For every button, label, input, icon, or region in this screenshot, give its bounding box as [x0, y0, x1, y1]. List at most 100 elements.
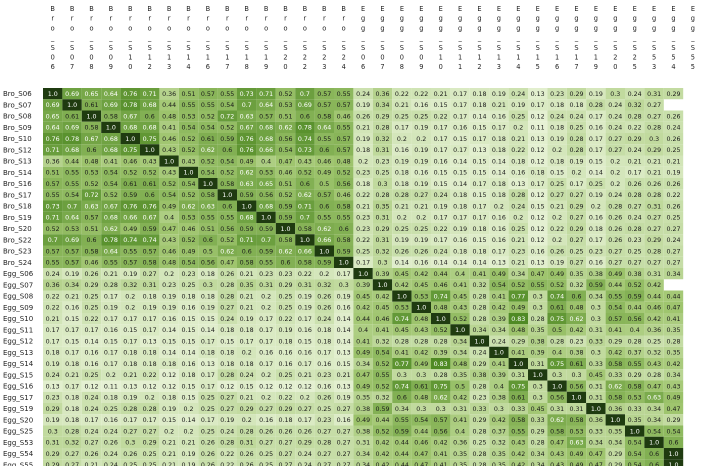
heatmap-cell-value: 0.14: [472, 260, 486, 267]
heatmap-cell: [566, 425, 587, 437]
heatmap-cell-value: 0.39: [356, 282, 370, 289]
heatmap-cell-value: 0.19: [298, 305, 312, 312]
heatmap-cell: [586, 166, 606, 178]
heatmap-cell: [256, 234, 276, 246]
heatmap-cell: [217, 425, 237, 437]
heatmap-cell: [120, 380, 140, 392]
heatmap-cell-value: 0.4: [164, 215, 174, 222]
heatmap-cell-value: 0.23: [589, 248, 603, 255]
heatmap-cell-value: 0.43: [181, 158, 195, 165]
heatmap-cell: [605, 256, 625, 268]
heatmap-cell: [62, 166, 82, 178]
heatmap-cell: [256, 211, 276, 223]
heatmap-cell-value: 0.19: [181, 462, 195, 466]
heatmap-cell-value: 0.15: [453, 170, 467, 177]
heatmap-cell: [625, 324, 645, 336]
heatmap-cell-value: 0.48: [511, 327, 525, 334]
heatmap-cell-value: 0.38: [356, 406, 370, 413]
heatmap-cell-value: 0.26: [123, 451, 137, 458]
heatmap-cell: [431, 290, 451, 302]
heatmap-cell: [625, 358, 645, 370]
heatmap-cell-value: 0.19: [666, 170, 680, 177]
heatmap-cell: [237, 223, 257, 235]
heatmap-cell-value: 0.47: [666, 305, 680, 312]
row-label: Egg_S53: [3, 439, 33, 447]
row-label: Egg_S19: [3, 405, 33, 413]
heatmap-cell-value: 0.57: [608, 316, 622, 323]
heatmap-cell: [217, 369, 237, 381]
heatmap-cell-value: 0.24: [511, 203, 525, 210]
heatmap-cell: [198, 155, 218, 167]
heatmap-cell: [625, 166, 645, 178]
heatmap-cell: [586, 279, 606, 291]
heatmap-cell-value: 0.52: [220, 237, 234, 244]
heatmap-cell: [217, 178, 237, 190]
heatmap-cell: [159, 178, 179, 190]
heatmap-cell: [353, 245, 373, 257]
heatmap-cell: [62, 301, 82, 313]
heatmap-cell: [508, 301, 528, 313]
heatmap-cell-value: 0.42: [375, 462, 389, 466]
heatmap-cell-value: 0.22: [278, 395, 292, 402]
heatmap-cell-value: 0.54: [220, 102, 234, 109]
heatmap-cell: [663, 200, 684, 212]
heatmap-cell-value: 0.56: [628, 316, 642, 323]
heatmap-cell-value: 0.58: [317, 113, 331, 120]
heatmap-cell: [178, 301, 199, 313]
heatmap-cell: [392, 436, 412, 448]
heatmap-cell-value: 0.64: [259, 102, 273, 109]
heatmap-cell: [392, 335, 412, 347]
heatmap-cell: [528, 380, 548, 392]
heatmap-cell: [353, 133, 373, 145]
heatmap-cell: [62, 403, 82, 415]
heatmap-cell: [120, 358, 140, 370]
heatmap-cell-value: 0.19: [123, 271, 137, 278]
heatmap-cell-value: 0.15: [589, 158, 603, 165]
heatmap-cell: [469, 414, 490, 426]
heatmap-cell: [605, 436, 625, 448]
heatmap-cell: [256, 133, 276, 145]
heatmap-cell: [528, 223, 548, 235]
heatmap-cell: [217, 414, 237, 426]
heatmap-cell: [508, 279, 528, 291]
heatmap-cell-value: 0.28: [511, 192, 525, 199]
heatmap-cell: [217, 335, 237, 347]
heatmap-cell-value: 0.57: [143, 248, 157, 255]
heatmap-cell: [217, 256, 237, 268]
heatmap-cell-value: 0.68: [259, 125, 273, 132]
heatmap-cell: [663, 256, 684, 268]
heatmap-cell: [198, 369, 218, 381]
heatmap-cell: [314, 133, 334, 145]
heatmap-cell: [508, 324, 528, 336]
heatmap-cell-value: 0.57: [46, 181, 60, 188]
heatmap-cell-value: 0.61: [123, 181, 137, 188]
heatmap-cell: [644, 459, 664, 466]
heatmap-cell: [140, 301, 160, 313]
heatmap-cell-value: 0.45: [531, 406, 545, 413]
heatmap-cell: [392, 200, 412, 212]
heatmap-cell: [431, 234, 451, 246]
heatmap-cell: [314, 155, 334, 167]
heatmap-cell: [450, 279, 470, 291]
heatmap-cell: [353, 110, 373, 122]
heatmap-cell-value: 0.22: [298, 271, 312, 278]
row-label: Bro_S24: [3, 259, 32, 267]
heatmap-cell: [372, 189, 393, 201]
heatmap-cell-value: 0.41: [434, 462, 448, 466]
heatmap-cell: [140, 178, 160, 190]
heatmap-cell: [334, 211, 354, 223]
heatmap-cell: [178, 403, 199, 415]
heatmap-cell-value: 0.33: [628, 406, 642, 413]
heatmap-cell-value: 0.83: [511, 316, 525, 323]
heatmap-cell-value: 0.7: [261, 237, 271, 244]
heatmap-cell: [275, 380, 296, 392]
heatmap-cell: [81, 414, 102, 426]
heatmap-cell-value: 0.57: [434, 417, 448, 424]
heatmap-cell: [101, 391, 121, 403]
heatmap-cell: [489, 99, 509, 111]
heatmap-cell: [275, 211, 296, 223]
heatmap-cell-value: 0.2: [552, 147, 562, 154]
